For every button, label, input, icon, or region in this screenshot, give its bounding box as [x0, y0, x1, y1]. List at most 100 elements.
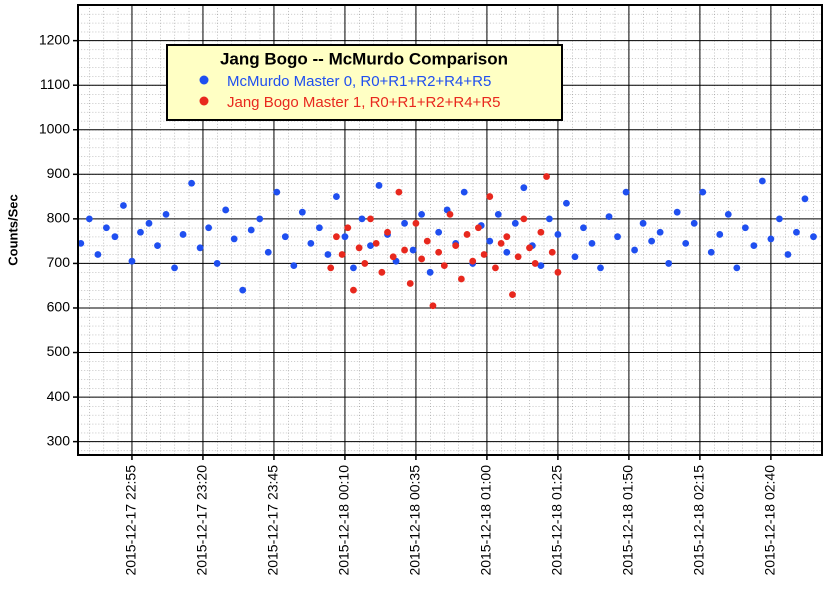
- x-tick-label: 2015-12-18 01:50: [620, 465, 636, 576]
- point: [333, 193, 340, 200]
- point: [85, 215, 93, 223]
- point: [230, 235, 238, 243]
- point: [440, 262, 448, 270]
- point: [333, 233, 340, 241]
- point: [378, 268, 386, 276]
- y-tick-label: 1100: [40, 76, 70, 92]
- legend-marker: [199, 96, 209, 106]
- y-tick-label: 700: [47, 254, 71, 270]
- y-tick-label: 800: [47, 210, 71, 226]
- point: [384, 228, 391, 236]
- point: [162, 211, 170, 218]
- point: [656, 228, 664, 236]
- point: [486, 193, 494, 200]
- point: [179, 231, 187, 238]
- point: [435, 228, 443, 236]
- legend-label: Jang Bogo Master 1, R0+R1+R2+R4+R5: [227, 94, 501, 111]
- point: [503, 248, 511, 256]
- point: [205, 224, 213, 232]
- point: [531, 260, 539, 267]
- point: [605, 213, 613, 221]
- point: [457, 275, 465, 283]
- point: [724, 211, 732, 218]
- x-tick-label: 2015-12-17 23:45: [265, 465, 281, 576]
- point: [367, 242, 374, 249]
- x-tick-label: 2015-12-18 00:10: [336, 465, 352, 576]
- point: [486, 237, 494, 245]
- x-tick-label: 2015-12-18 01:00: [478, 465, 494, 576]
- point: [188, 179, 195, 187]
- point: [716, 231, 724, 238]
- legend: Jang Bogo -- McMurdo Comparison McMurdo M…: [166, 44, 563, 121]
- point: [509, 291, 516, 299]
- point: [741, 224, 749, 232]
- point: [264, 248, 272, 256]
- point: [372, 239, 380, 247]
- point: [631, 246, 638, 254]
- y-tick-label: 1000: [39, 120, 70, 136]
- point: [418, 255, 426, 263]
- point: [355, 244, 363, 252]
- x-tick-label: 2015-12-18 02:40: [762, 465, 778, 576]
- point: [324, 251, 332, 258]
- point: [154, 242, 161, 249]
- point: [435, 248, 443, 256]
- point: [344, 224, 352, 232]
- x-tick-label: 2015-12-18 00:35: [407, 465, 423, 576]
- point: [401, 219, 408, 227]
- point: [665, 260, 673, 267]
- x-tick-label: 2015-12-17 22:55: [123, 465, 139, 576]
- point: [810, 233, 817, 241]
- point: [690, 219, 698, 227]
- point: [526, 244, 533, 252]
- point: [409, 246, 417, 254]
- legend-label: McMurdo Master 0, R0+R1+R2+R4+R5: [227, 73, 491, 90]
- point: [554, 268, 562, 276]
- point: [102, 224, 110, 232]
- point: [682, 239, 690, 247]
- y-tick-label: 1200: [39, 31, 70, 47]
- point: [350, 286, 357, 294]
- point: [588, 239, 596, 247]
- x-tick-label: 2015-12-18 02:15: [691, 465, 707, 576]
- point: [776, 215, 783, 223]
- point: [503, 233, 511, 241]
- point: [497, 239, 505, 247]
- legend-title: Jang Bogo -- McMurdo Comparison: [220, 49, 508, 68]
- x-tick-label: 2015-12-18 01:25: [549, 465, 565, 576]
- point: [520, 184, 528, 192]
- point: [213, 260, 221, 267]
- point: [614, 233, 621, 241]
- point: [758, 177, 766, 185]
- point: [554, 231, 562, 238]
- point: [446, 211, 454, 218]
- point: [537, 228, 545, 236]
- point: [648, 237, 656, 245]
- axes: 300 400 500 600 700 800 900 1000 1100 1200 2015-12…: [39, 31, 778, 575]
- point: [327, 264, 335, 272]
- point: [494, 211, 502, 218]
- point: [520, 215, 528, 223]
- point: [239, 286, 247, 294]
- point: [120, 202, 127, 209]
- point: [222, 206, 230, 214]
- point: [801, 195, 809, 203]
- point: [77, 239, 85, 247]
- legend-marker: [199, 75, 209, 85]
- y-tick-label: 900: [47, 165, 71, 181]
- point: [145, 219, 153, 227]
- point: [492, 264, 499, 272]
- point: [137, 228, 144, 236]
- point: [463, 231, 471, 238]
- point: [171, 264, 178, 272]
- y-axis-label: Counts/Sec: [5, 194, 20, 266]
- point: [401, 246, 408, 254]
- point: [196, 244, 204, 252]
- point: [412, 219, 420, 227]
- point: [358, 215, 366, 223]
- point: [511, 219, 519, 227]
- point: [281, 233, 289, 241]
- point: [793, 228, 800, 236]
